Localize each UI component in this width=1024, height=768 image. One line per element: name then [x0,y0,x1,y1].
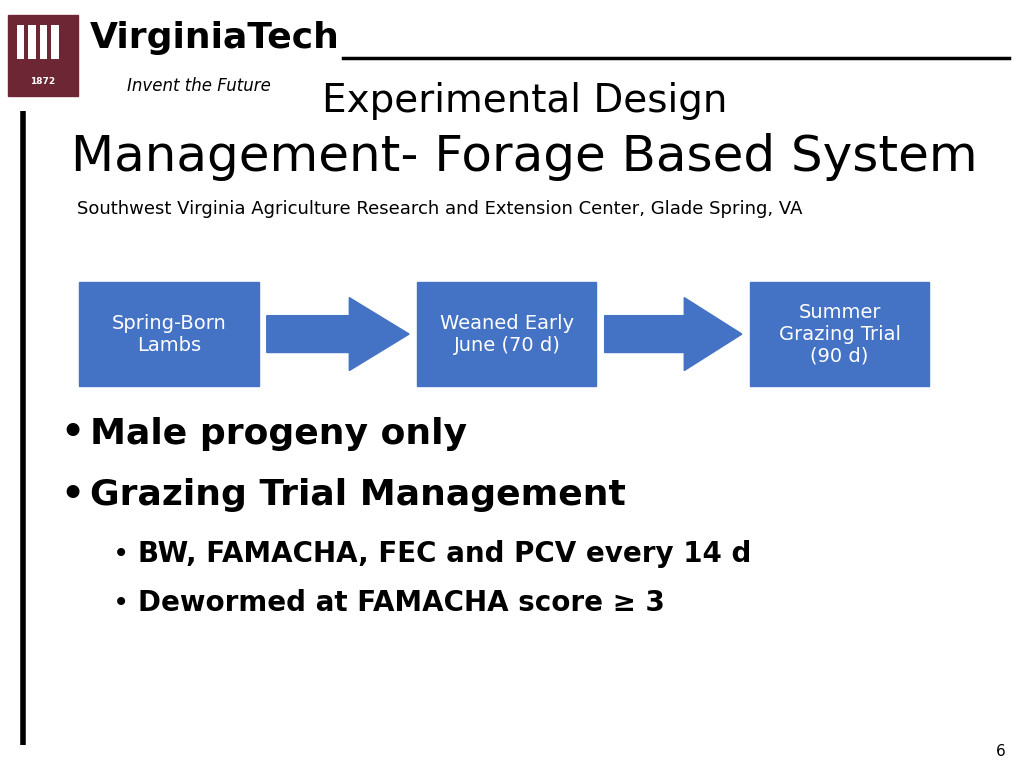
Text: Grazing Trial Management: Grazing Trial Management [90,478,626,512]
FancyArrow shape [266,298,409,371]
Text: 6: 6 [995,743,1006,759]
Text: •: • [113,589,129,617]
Text: Summer
Grazing Trial
(90 d): Summer Grazing Trial (90 d) [778,303,901,366]
FancyArrow shape [604,298,741,371]
Bar [28,25,36,59]
Text: Male progeny only: Male progeny only [90,417,467,451]
Bar [51,25,58,59]
Text: Management- Forage Based System: Management- Forage Based System [71,134,978,181]
Text: Southwest Virginia Agriculture Research and Extension Center, Glade Spring, VA: Southwest Virginia Agriculture Research … [77,200,802,218]
Bar [40,25,47,59]
Text: Experimental Design: Experimental Design [322,82,727,121]
FancyBboxPatch shape [8,15,78,96]
Bar [16,25,25,59]
FancyBboxPatch shape [418,283,596,386]
Text: •: • [113,541,129,568]
Text: Weaned Early
June (70 d): Weaned Early June (70 d) [440,313,573,355]
Text: Dewormed at FAMACHA score ≥ 3: Dewormed at FAMACHA score ≥ 3 [138,589,666,617]
Text: Invent the Future: Invent the Future [127,78,271,95]
Text: •: • [59,412,86,455]
Text: •: • [59,474,86,517]
FancyBboxPatch shape [80,283,258,386]
Text: BW, FAMACHA, FEC and PCV every 14 d: BW, FAMACHA, FEC and PCV every 14 d [138,541,752,568]
Text: 1872: 1872 [31,77,55,86]
Text: Spring-Born
Lambs: Spring-Born Lambs [112,313,226,355]
FancyBboxPatch shape [750,283,930,386]
Text: VirginiaTech: VirginiaTech [90,21,340,55]
